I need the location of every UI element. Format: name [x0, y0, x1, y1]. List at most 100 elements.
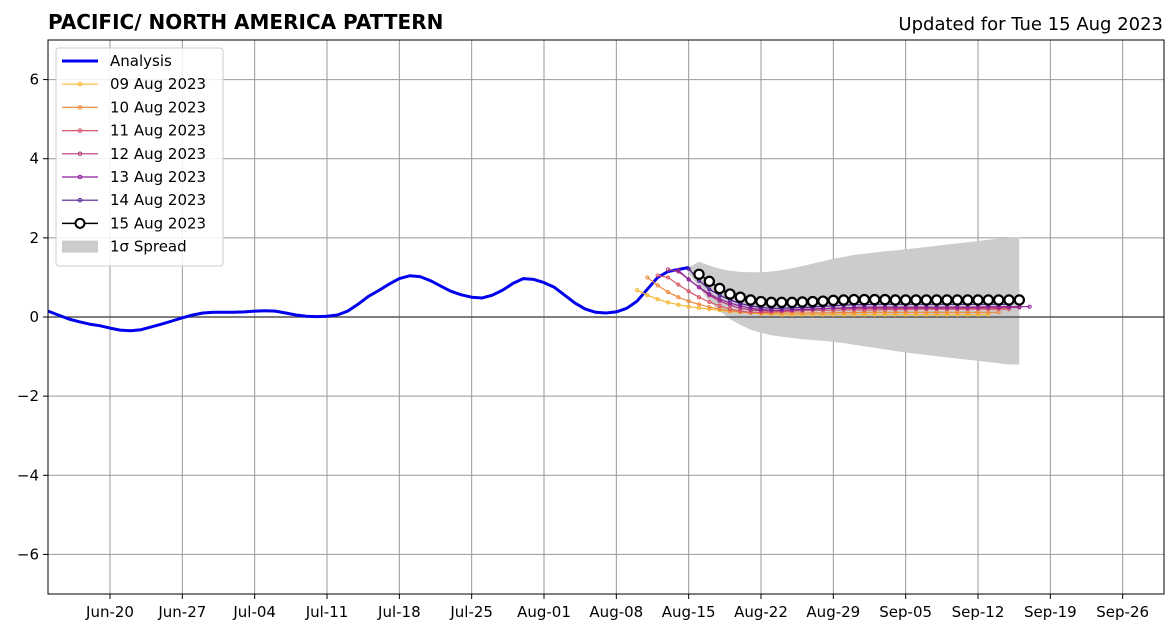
forecast-point	[707, 299, 712, 305]
forecast-point	[686, 299, 691, 304]
forecast-point	[955, 312, 960, 317]
legend-entry: 14 Aug 2023	[62, 191, 206, 209]
forecast-point	[717, 303, 722, 309]
legend-label: 10 Aug 2023	[110, 98, 206, 116]
forecast-point	[717, 297, 722, 302]
legend-label: 12 Aug 2023	[110, 145, 206, 163]
legend-label: 1σ Spread	[110, 238, 187, 256]
legend-entry: 09 Aug 2023	[62, 75, 206, 93]
x-tick-label: Jul-25	[449, 603, 493, 621]
forecast-point	[862, 310, 867, 315]
forecast-point	[920, 294, 933, 306]
chart-subtitle: Updated for Tue 15 Aug 2023	[898, 14, 1163, 35]
forecast-point	[645, 275, 650, 280]
legend-label: 15 Aug 2023	[110, 214, 206, 232]
legend-marker	[77, 128, 83, 133]
x-axis-ticks: Jun-20 Jun-27 Jul-04 Jul-11 Jul-18 Jul-25 Aug-…	[85, 594, 1149, 621]
legend-spread-swatch	[62, 240, 98, 253]
legend-marker	[77, 105, 83, 110]
forecast-point	[686, 277, 691, 282]
forecast-point	[696, 285, 702, 290]
x-tick-label: Aug-22	[734, 603, 788, 621]
forecast-point	[696, 302, 702, 307]
legend-entry: 12 Aug 2023	[62, 145, 206, 163]
forecast-point	[734, 291, 747, 303]
forecast-point	[910, 294, 922, 306]
forecast-line	[646, 276, 999, 314]
forecast-point	[975, 312, 981, 317]
forecast-point	[665, 300, 671, 305]
forecast-point	[862, 312, 867, 317]
y-tick-label: −4	[17, 466, 39, 484]
x-tick-label: Sep-12	[952, 603, 1005, 621]
legend-marker	[74, 217, 86, 229]
forecast-point	[951, 294, 964, 306]
forecast-point	[882, 312, 888, 317]
y-axis-ticks: 6 4 2 0 −2 −4 −6	[17, 71, 48, 563]
forecast-point	[1013, 294, 1026, 306]
forecast-point	[645, 293, 650, 298]
forecast-point	[665, 275, 671, 280]
forecast-point	[676, 295, 681, 300]
forecast-point	[913, 312, 919, 317]
analysis-line	[47, 266, 689, 333]
forecast-point	[806, 295, 819, 308]
forecast-series	[693, 268, 1026, 309]
forecast-point	[686, 289, 691, 294]
forecast-point	[868, 293, 881, 306]
forecast-point	[982, 294, 995, 306]
legend-entry: Analysis	[62, 52, 172, 70]
forecast-point	[992, 294, 1005, 306]
forecast-point	[872, 310, 877, 315]
legend-entry: 13 Aug 2023	[62, 168, 206, 186]
forecast-point	[924, 312, 929, 317]
forecast-point	[665, 289, 671, 295]
forecast-point	[961, 294, 974, 306]
y-tick-label: 0	[29, 308, 39, 326]
forecast-point	[748, 310, 753, 315]
forecast-point	[686, 266, 691, 271]
y-tick-label: 4	[29, 150, 39, 168]
forecast-point	[748, 306, 753, 311]
x-tick-label: Jun-20	[85, 603, 134, 621]
forecast-point	[858, 293, 871, 306]
forecast-point	[765, 296, 778, 309]
forecast-point	[820, 306, 826, 311]
forecast-point	[744, 294, 757, 306]
forecast-point	[972, 294, 984, 306]
forecast-point	[655, 273, 660, 278]
legend-marker	[77, 174, 83, 180]
legend-marker	[77, 197, 83, 203]
forecast-point	[893, 312, 898, 317]
x-tick-label: Jul-18	[377, 603, 421, 621]
forecast-point	[817, 295, 829, 307]
forecast-point	[755, 295, 767, 308]
forecast-point	[934, 312, 939, 317]
forecast-point	[707, 287, 712, 292]
legend-label: Analysis	[110, 52, 172, 70]
forecast-point	[676, 282, 681, 287]
x-tick-label: Aug-01	[517, 603, 571, 621]
forecast-point	[879, 293, 891, 306]
forecast-point	[831, 306, 836, 311]
forecast-point	[831, 310, 836, 315]
forecast-point	[903, 312, 908, 317]
forecast-point	[848, 293, 860, 306]
x-tick-label: Aug-29	[806, 603, 860, 621]
forecast-point	[827, 294, 840, 307]
forecast-point	[727, 306, 733, 312]
forecast-point	[738, 306, 743, 311]
forecast-point	[1003, 294, 1015, 306]
y-tick-label: 2	[29, 229, 39, 247]
forecast-point	[786, 296, 798, 309]
forecast-point	[944, 312, 950, 317]
y-tick-label: −6	[17, 545, 39, 563]
forecast-point	[707, 305, 712, 310]
legend-entry: 10 Aug 2023	[62, 98, 206, 116]
x-tick-label: Jun-27	[157, 603, 206, 621]
forecast-point	[707, 291, 712, 297]
chart-title: PACIFIC/ NORTH AMERICA PATTERN	[48, 10, 443, 34]
legend-label: 13 Aug 2023	[110, 168, 206, 186]
forecast-point	[965, 312, 970, 317]
